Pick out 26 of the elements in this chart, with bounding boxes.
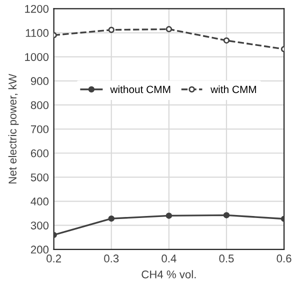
y-tick-label: 1200 [25, 4, 49, 13]
y-axis-title: Net electric power, kW [8, 74, 19, 184]
x-tick-label: 0.6 [276, 254, 292, 262]
x-tick-label: 0.3 [104, 254, 119, 262]
y-tick-label: 500 [30, 173, 49, 182]
y-tick-label: 300 [30, 222, 49, 230]
x-tick-label: 0.5 [219, 254, 234, 262]
point [166, 212, 172, 219]
y-tick-label: 800 [30, 101, 49, 110]
y-tick-label: 1100 [26, 29, 49, 37]
y-tick-label: 600 [30, 149, 49, 158]
point [108, 215, 115, 222]
legend-label: with CMM [210, 85, 256, 94]
legend-label: without CMM [110, 85, 170, 94]
point [223, 37, 230, 44]
y-tick-label: 700 [30, 125, 49, 134]
y-tick-label: 1000 [25, 53, 49, 61]
x-tick-label: 0.4 [162, 254, 176, 262]
point [108, 26, 115, 34]
x-axis-title: CH4 % vol. [142, 270, 196, 278]
y-tick-label: 400 [30, 198, 49, 206]
point [166, 26, 172, 32]
point [223, 212, 230, 218]
x-tick-label: 0.2 [46, 254, 61, 262]
y-tick-label: 900 [30, 77, 49, 86]
y-tick-label: 200 [30, 246, 49, 254]
